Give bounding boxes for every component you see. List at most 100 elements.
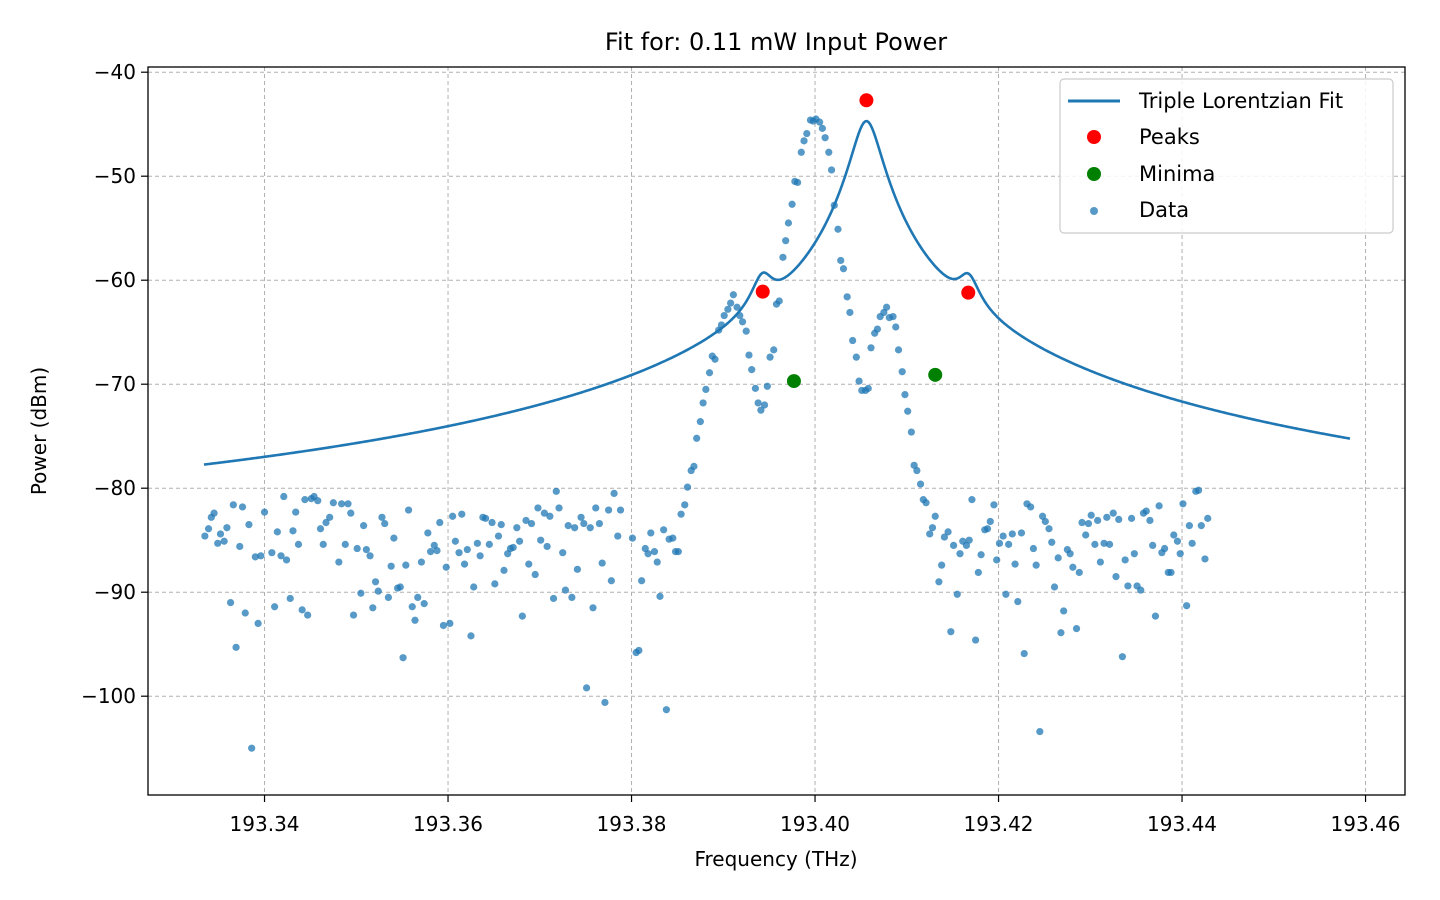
data-point xyxy=(232,643,240,651)
data-point xyxy=(616,506,625,514)
data-point xyxy=(408,603,416,611)
data-point xyxy=(488,518,496,527)
data-point xyxy=(1027,503,1035,511)
data-point xyxy=(788,200,796,208)
data-point xyxy=(1188,539,1196,547)
data-point xyxy=(360,522,368,530)
data-point xyxy=(402,561,410,569)
data-point xyxy=(442,563,450,571)
data-point xyxy=(1194,486,1203,494)
legend-box xyxy=(1059,78,1394,234)
data-point xyxy=(702,385,710,393)
data-point xyxy=(455,549,463,557)
data-point xyxy=(417,558,426,566)
data-point xyxy=(485,540,493,548)
data-point xyxy=(216,530,225,538)
y-tick-label: −90 xyxy=(94,580,136,604)
y-tick-label: −100 xyxy=(81,684,136,708)
data-point xyxy=(433,547,441,555)
data-point xyxy=(595,519,604,528)
data-point xyxy=(650,548,659,556)
data-point xyxy=(1072,625,1081,633)
data-point xyxy=(404,506,413,514)
data-point xyxy=(463,545,471,554)
data-point xyxy=(537,536,545,544)
data-point xyxy=(729,291,737,299)
data-point xyxy=(705,369,714,377)
data-point xyxy=(439,621,448,630)
data-point xyxy=(390,534,398,542)
legend-data-label: Data xyxy=(1139,198,1189,222)
data-point xyxy=(582,684,591,692)
data-point xyxy=(745,351,753,359)
plot-frame xyxy=(147,66,1406,796)
data-point xyxy=(782,237,790,245)
data-point xyxy=(724,305,732,313)
data-point xyxy=(436,518,444,527)
legend-peaks-swatch xyxy=(1087,130,1101,144)
data-point xyxy=(546,512,554,520)
data-point xyxy=(344,500,352,508)
data-point xyxy=(742,327,750,335)
data-point xyxy=(236,542,244,551)
data-point xyxy=(733,303,741,311)
data-point xyxy=(904,407,912,415)
data-point xyxy=(837,256,845,265)
data-point xyxy=(366,552,374,560)
data-point xyxy=(1041,517,1049,526)
data-point xyxy=(873,325,882,333)
data-point xyxy=(586,524,594,532)
data-point xyxy=(1167,568,1175,577)
data-point xyxy=(1176,550,1184,558)
data-point xyxy=(349,611,358,619)
data-point xyxy=(304,611,312,619)
peak-marker xyxy=(755,284,770,299)
data-point xyxy=(1020,649,1028,658)
data-point xyxy=(282,556,291,564)
data-point xyxy=(347,509,355,517)
data-point xyxy=(1173,537,1182,545)
data-point xyxy=(298,606,306,614)
data-point xyxy=(949,541,958,550)
data-point xyxy=(674,548,682,556)
data-point xyxy=(525,560,533,568)
data-point xyxy=(446,619,454,628)
data-point xyxy=(681,501,689,509)
data-point xyxy=(476,552,484,560)
data-point xyxy=(277,552,285,560)
data-point xyxy=(396,583,404,591)
x-tick-label: 193.46 xyxy=(1331,812,1401,836)
data-point xyxy=(614,532,622,540)
data-point xyxy=(677,510,685,518)
data-point xyxy=(1197,522,1205,530)
data-point xyxy=(928,524,937,532)
data-point xyxy=(577,513,585,521)
data-point xyxy=(1066,550,1074,558)
data-point xyxy=(513,524,521,532)
data-point xyxy=(534,504,542,512)
data-point xyxy=(241,609,249,617)
data-point xyxy=(251,553,259,561)
legend-data-swatch xyxy=(1090,207,1098,215)
data-point xyxy=(907,428,915,436)
data-point xyxy=(1112,573,1120,581)
data-point xyxy=(491,580,499,588)
data-point xyxy=(846,308,854,317)
x-tick-label: 193.40 xyxy=(780,812,850,836)
data-point xyxy=(1017,529,1026,537)
data-point xyxy=(867,344,875,352)
minimum-marker xyxy=(786,374,801,389)
data-point xyxy=(381,519,389,528)
data-point xyxy=(411,616,419,624)
data-point xyxy=(1118,653,1127,661)
data-point xyxy=(827,166,836,174)
data-point xyxy=(592,504,600,512)
data-point xyxy=(883,303,891,311)
data-point xyxy=(420,600,428,608)
data-point xyxy=(852,353,860,361)
data-point xyxy=(794,178,802,187)
data-point xyxy=(248,744,256,752)
legend-fit-label: Triple Lorentzian Fit xyxy=(1138,89,1343,113)
peak-marker xyxy=(961,285,976,300)
